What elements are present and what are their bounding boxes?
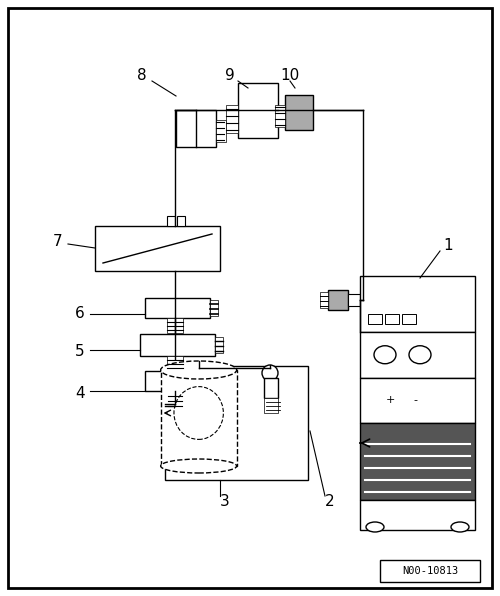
Bar xyxy=(368,314,382,324)
Text: 10: 10 xyxy=(280,69,299,83)
Bar xyxy=(380,560,480,582)
Bar xyxy=(160,370,236,466)
Text: +: + xyxy=(386,396,394,405)
Bar xyxy=(210,300,218,316)
Ellipse shape xyxy=(366,522,384,532)
Text: 9: 9 xyxy=(225,69,235,83)
Text: 5: 5 xyxy=(75,343,85,359)
Bar xyxy=(140,334,215,356)
Bar xyxy=(176,110,216,147)
Bar xyxy=(167,216,175,226)
Bar xyxy=(285,95,313,130)
Bar xyxy=(167,356,183,372)
Ellipse shape xyxy=(409,346,431,364)
Text: -: - xyxy=(413,396,417,405)
Ellipse shape xyxy=(374,346,396,364)
Ellipse shape xyxy=(262,365,278,381)
Bar xyxy=(360,423,475,499)
Text: 2: 2 xyxy=(325,493,335,508)
Ellipse shape xyxy=(160,361,236,379)
Bar xyxy=(360,276,475,332)
Bar xyxy=(216,120,226,142)
Bar xyxy=(275,105,285,127)
Bar xyxy=(348,294,360,306)
Bar xyxy=(145,298,210,318)
Bar xyxy=(167,318,183,333)
Text: 6: 6 xyxy=(75,306,85,321)
Bar xyxy=(168,391,182,409)
Text: N00-10813: N00-10813 xyxy=(402,566,458,576)
Bar xyxy=(215,337,223,353)
Bar xyxy=(320,292,328,308)
Bar xyxy=(95,226,220,271)
Text: 4: 4 xyxy=(75,386,85,402)
Ellipse shape xyxy=(451,522,469,532)
Bar xyxy=(165,366,308,480)
Bar xyxy=(402,314,416,324)
Bar xyxy=(360,332,475,378)
Text: 7: 7 xyxy=(53,234,63,249)
Bar xyxy=(360,378,475,423)
Text: 1: 1 xyxy=(443,238,453,253)
Text: 3: 3 xyxy=(220,493,230,508)
Ellipse shape xyxy=(174,387,224,439)
Bar xyxy=(226,105,238,133)
Bar xyxy=(360,499,475,530)
Bar xyxy=(328,290,348,310)
Bar xyxy=(264,398,278,413)
Ellipse shape xyxy=(160,459,236,473)
Text: 8: 8 xyxy=(137,69,147,83)
Bar xyxy=(385,314,399,324)
Bar xyxy=(264,378,278,398)
Bar xyxy=(177,216,185,226)
Bar xyxy=(238,83,278,138)
Bar xyxy=(145,371,210,391)
